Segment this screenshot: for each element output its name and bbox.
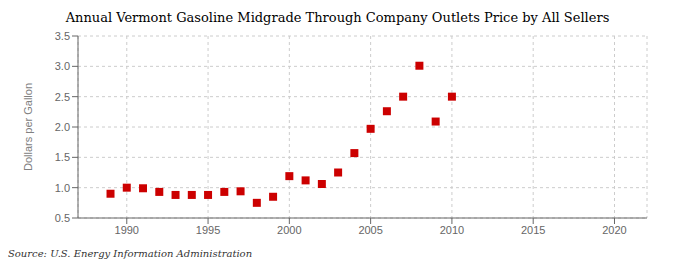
svg-text:2.5: 2.5 — [55, 91, 70, 103]
html-text:Source: U.S. Energy Informatio: Source: U.S. Energy Information Administ… — [8, 248, 253, 259]
svg-text:3.0: 3.0 — [55, 60, 70, 72]
svg-text:0.5: 0.5 — [55, 212, 70, 224]
svg-text:2010: 2010 — [440, 224, 464, 236]
svg-text:2015: 2015 — [521, 224, 545, 236]
svg-text:2000: 2000 — [277, 224, 301, 236]
svg-text:3.5: 3.5 — [55, 30, 70, 42]
svg-text:2.0: 2.0 — [55, 121, 70, 133]
svg-text:2020: 2020 — [602, 224, 626, 236]
html-text:Annual Vermont Gasoline Midgra: Annual Vermont Gasoline Midgrade Through… — [65, 10, 610, 25]
svg-text:1995: 1995 — [196, 224, 220, 236]
svg-text:2005: 2005 — [358, 224, 382, 236]
svg-text:1.5: 1.5 — [55, 151, 70, 163]
svg-text:1.0: 1.0 — [55, 182, 70, 194]
svg-text:1990: 1990 — [115, 224, 139, 236]
svg-text:Dollars per Gallon: Dollars per Gallon — [22, 83, 34, 171]
